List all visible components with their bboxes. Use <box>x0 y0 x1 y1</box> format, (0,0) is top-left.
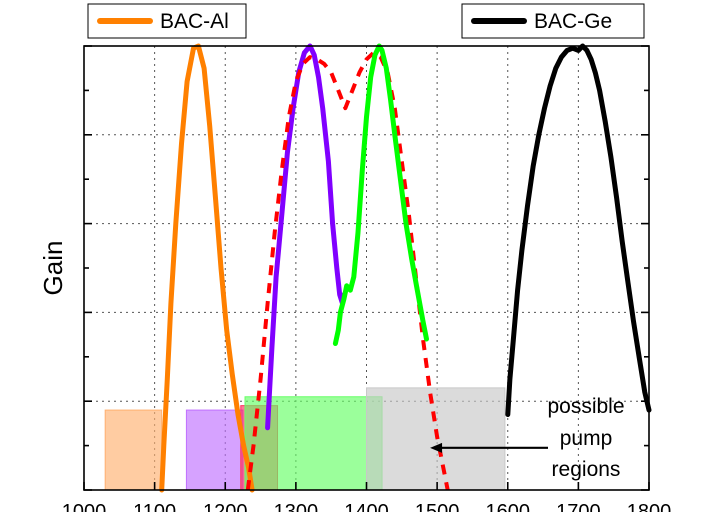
x-tick-label-2: 1200 <box>203 501 248 512</box>
x-tick-label-7: 1700 <box>556 501 601 512</box>
legend-label-bac-al: BAC-Al <box>160 10 229 33</box>
series-line-0 <box>159 43 255 493</box>
legend-bac-ge: BAC-Ge <box>461 3 645 39</box>
x-tick-label-5: 1500 <box>415 501 460 512</box>
pump-regions <box>104 387 506 491</box>
series-line-1 <box>265 43 347 431</box>
x-tick-label-0: 1000 <box>62 501 107 512</box>
x-tick-label-1: 1100 <box>133 501 176 512</box>
x-tick-label-6: 1600 <box>486 501 531 512</box>
annotation-line-3: regions <box>552 458 621 481</box>
series-lines <box>159 43 652 493</box>
legend-bac-al: BAC-Al <box>87 3 247 39</box>
pump-annotation: possible pump regions <box>430 395 625 481</box>
annotation-arrowhead <box>430 442 443 453</box>
annotation-line-2: pump <box>560 427 613 450</box>
pump-region-0 <box>104 409 163 491</box>
pump-region-1 <box>185 409 244 491</box>
pump-region-3 <box>244 396 383 491</box>
x-tick-label-4: 1400 <box>344 501 389 512</box>
series-line-4 <box>505 43 652 417</box>
x-tick-label-3: 1300 <box>274 501 319 512</box>
axis-ticks: 1000 1100 1200 1300 1400 1500 1600 1700 1800 <box>62 45 672 512</box>
annotation-line-1: possible <box>547 395 624 418</box>
y-axis-label: Gain <box>38 241 68 296</box>
x-tick-label-8: 1800 <box>627 501 672 512</box>
legend-label-bac-ge: BAC-Ge <box>534 10 612 33</box>
series-line-3 <box>332 43 429 346</box>
